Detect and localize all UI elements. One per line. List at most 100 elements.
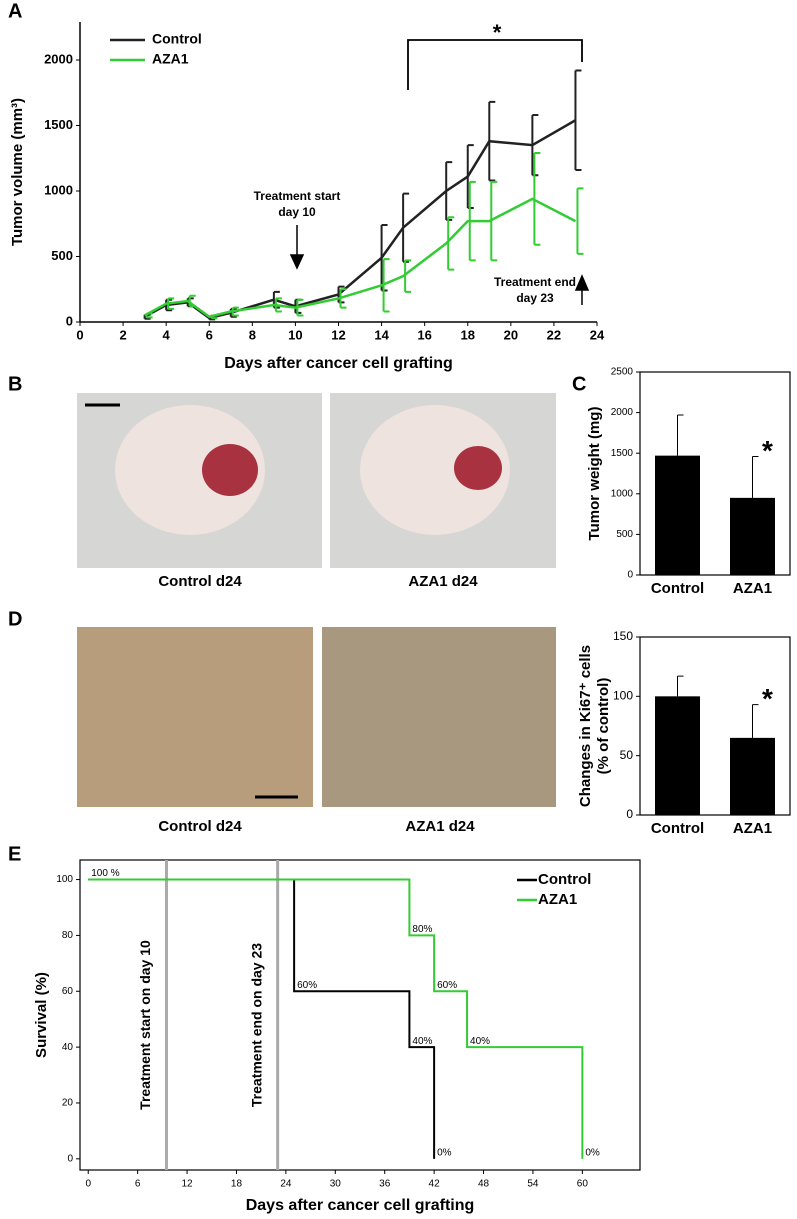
x-tick-label: 12 [181,1179,193,1190]
legend-label: AZA1 [152,51,189,67]
y-tick-label: 500 [51,248,73,263]
y-tick-label: 1000 [611,488,634,499]
plot-frame [79,859,641,1171]
survival-line [88,878,584,1159]
series-line [144,197,577,319]
y-tick-label: 2000 [44,51,73,66]
error-bar [752,455,759,498]
value-label: 60% [297,980,317,991]
x-tick-label: 10 [288,327,302,342]
y-tick-label: 1000 [44,182,73,197]
y-axis-label: Tumor weight (mg) [586,407,603,541]
panel-label: A [8,0,22,22]
x-tick-label: 60 [577,1179,589,1190]
y-tick-label: 0 [627,570,633,581]
y-tick-label: 1500 [44,117,73,132]
x-tick-label: Control [651,580,704,597]
y-tick-label: 80 [62,930,74,941]
x-tick-label: 12 [331,327,345,342]
error-bar [574,69,582,172]
x-tick-label: 54 [527,1179,539,1190]
significance: * [762,435,773,466]
x-tick-label: AZA1 [733,820,772,837]
y-tick-label: 100 [613,689,633,703]
error-bar [490,180,498,262]
significance: * [762,683,773,714]
y-tick-label: 0 [626,807,633,821]
x-tick-label: 8 [249,327,256,342]
photo-caption: AZA1 d24 [408,573,478,590]
y-tick-label: 500 [616,529,633,540]
error-bar [447,216,455,271]
x-tick-label: 14 [374,327,389,342]
x-axis-label: Days after cancer cell grafting [224,355,453,372]
value-label: 100 % [91,868,119,879]
x-tick-label: 24 [590,327,605,342]
x-tick-label: 6 [206,327,213,342]
x-tick-label: 16 [417,327,431,342]
x-tick-label: 20 [504,327,518,342]
bracket [407,39,583,90]
value-label: 0% [437,1147,452,1158]
x-tick-label: 48 [478,1179,490,1190]
error-bar [677,414,684,456]
y-tick-label: 50 [620,748,634,762]
x-tick-label: 6 [135,1179,141,1190]
y-axis-label: (% of control) [595,678,612,775]
y-tick-label: 2500 [611,367,634,378]
y-tick-label: 60 [62,986,74,997]
y-tick-label: 1500 [611,448,634,459]
value-label: 40% [412,1036,432,1047]
x-tick-label: 22 [547,327,561,342]
x-tick-label: 2 [119,327,126,342]
x-tick-label: Control [651,820,704,837]
legend-label: AZA1 [538,891,577,908]
y-tick-label: 150 [613,629,633,643]
x-tick-label: 36 [379,1179,391,1190]
x-tick-label: 0 [85,1179,91,1190]
annotation: Treatment start [254,189,341,203]
x-tick-label: 24 [280,1179,292,1190]
photo-caption: Control d24 [158,818,242,835]
y-tick-label: 40 [62,1042,74,1053]
significance: * [493,20,502,45]
error-bar [752,704,759,738]
y-tick-label: 20 [62,1098,74,1109]
panel-label: C [572,373,586,395]
x-axis-label: Days after cancer cell grafting [246,1197,475,1214]
photo [77,393,556,807]
legend-label: Control [152,31,202,47]
y-tick-label: 0 [66,313,73,328]
y-tick-label: 0 [67,1153,73,1164]
error-bar [404,259,412,293]
annotation: Treatment end [494,275,576,289]
treatment-label: Treatment start on day 10 [137,940,153,1110]
value-label: 40% [470,1036,490,1047]
x-tick-label: 4 [163,327,171,342]
y-axis-label: Changes in Ki67⁺ cells [577,645,594,807]
value-label: 80% [412,924,432,935]
photo-caption: AZA1 d24 [405,818,475,835]
plot-frame [639,371,791,576]
x-tick-label: 30 [330,1179,342,1190]
panel-label: B [8,373,22,395]
x-tick-label: AZA1 [733,580,772,597]
treatment-label: Treatment end on day 23 [248,943,264,1107]
arrow [289,225,305,270]
annotation: day 10 [278,205,316,219]
annotation: day 23 [516,291,554,305]
bar [730,737,775,815]
y-tick-label: 2000 [611,407,634,418]
bar [655,696,700,815]
x-tick-label: 0 [76,327,83,342]
arrow [574,274,590,305]
legend-label: Control [538,871,591,888]
x-tick-label: 18 [461,327,475,342]
bar [655,455,700,575]
panel-label: D [8,608,22,630]
y-tick-label: 100 [56,874,73,885]
error-bar [533,152,541,246]
value-label: 0% [585,1147,600,1158]
